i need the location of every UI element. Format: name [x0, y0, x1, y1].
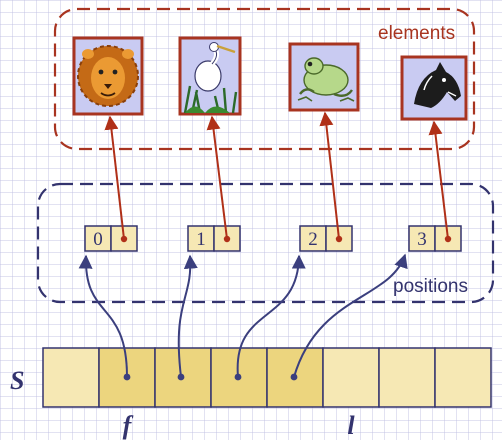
position-node: 2 — [299, 225, 353, 252]
elements-label: elements — [378, 23, 455, 44]
heron-icon — [183, 42, 238, 114]
lion-icon — [77, 45, 139, 107]
position-index: 1 — [196, 229, 206, 250]
horse-icon — [414, 62, 461, 108]
first-marker-label: f — [123, 411, 134, 440]
position-index-cell — [187, 225, 215, 252]
array-cell — [42, 347, 100, 408]
sequence-label: S — [10, 366, 24, 395]
sequence-array — [42, 347, 492, 408]
element-pointer — [428, 120, 452, 243]
element-frog — [288, 42, 360, 112]
array-cell — [322, 347, 380, 408]
element-pointer — [319, 111, 343, 243]
element-lion — [72, 36, 144, 116]
last-marker-label: l — [347, 411, 355, 440]
frog-icon — [297, 57, 355, 102]
array-pointer — [290, 253, 408, 381]
array-cell — [378, 347, 436, 408]
element-pointer — [104, 115, 128, 243]
position-index: 0 — [93, 229, 103, 250]
position-index-cell — [299, 225, 327, 252]
array-cell — [266, 347, 324, 408]
position-pointer-cell — [434, 225, 462, 252]
elements-container — [53, 7, 476, 151]
positions-label: positions — [393, 276, 468, 297]
position-node: 0 — [84, 225, 138, 252]
array-cell — [434, 347, 492, 408]
array-cell — [98, 347, 156, 408]
array-pointer — [177, 254, 198, 381]
element-horse — [400, 55, 468, 121]
positions-container — [36, 182, 495, 304]
position-index-cell — [84, 225, 112, 252]
position-index: 3 — [417, 229, 427, 250]
position-index: 2 — [308, 229, 318, 250]
position-node: 1 — [187, 225, 241, 252]
array-pointer — [234, 254, 306, 381]
array-pointer — [78, 254, 131, 381]
element-heron — [178, 36, 242, 116]
element-pointer — [206, 115, 231, 243]
position-node: 3 — [408, 225, 462, 252]
